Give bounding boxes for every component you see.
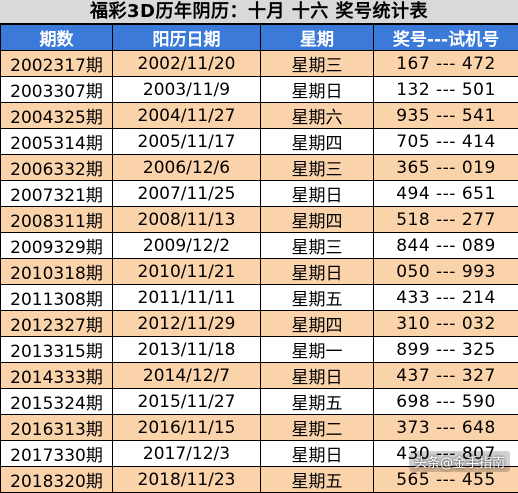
- cell-date: 2011/11/11: [113, 285, 261, 311]
- cell-date: 2004/11/27: [113, 103, 261, 129]
- header-weekday: 星期: [261, 25, 374, 51]
- cell-numbers: 373 --- 648: [374, 415, 518, 441]
- cell-issue: 2008311期: [1, 207, 113, 233]
- cell-numbers: 844 --- 089: [374, 233, 518, 259]
- cell-numbers: 167 --- 472: [374, 51, 518, 77]
- cell-weekday: 星期六: [261, 103, 374, 129]
- cell-date: 2013/11/18: [113, 337, 261, 363]
- cell-date: 2005/11/17: [113, 129, 261, 155]
- table-title: 福彩3D历年阴历：十月 十六 奖号统计表: [0, 0, 518, 24]
- cell-issue: 2013315期: [1, 337, 113, 363]
- cell-date: 2003/11/9: [113, 77, 261, 103]
- cell-issue: 2004325期: [1, 103, 113, 129]
- cell-weekday: 星期日: [261, 363, 374, 389]
- cell-date: 2007/11/25: [113, 181, 261, 207]
- cell-date: 2002/11/20: [113, 51, 261, 77]
- cell-date: 2018/11/23: [113, 467, 261, 493]
- cell-issue: 2007321期: [1, 181, 113, 207]
- cell-issue: 2018320期: [1, 467, 113, 493]
- cell-numbers: 437 --- 327: [374, 363, 518, 389]
- cell-issue: 2012327期: [1, 311, 113, 337]
- cell-numbers: 050 --- 993: [374, 259, 518, 285]
- cell-issue: 2009329期: [1, 233, 113, 259]
- cell-weekday: 星期日: [261, 77, 374, 103]
- cell-weekday: 星期日: [261, 441, 374, 467]
- cell-date: 2008/11/13: [113, 207, 261, 233]
- cell-numbers: 705 --- 414: [374, 129, 518, 155]
- cell-weekday: 星期三: [261, 155, 374, 181]
- cell-numbers: 518 --- 277: [374, 207, 518, 233]
- cell-weekday: 星期三: [261, 51, 374, 77]
- header-numbers: 奖号---试机号: [374, 25, 518, 51]
- cell-weekday: 星期日: [261, 259, 374, 285]
- cell-date: 2015/11/27: [113, 389, 261, 415]
- cell-date: 2010/11/21: [113, 259, 261, 285]
- header-date: 阳历日期: [113, 25, 261, 51]
- cell-numbers: 899 --- 325: [374, 337, 518, 363]
- cell-weekday: 星期五: [261, 389, 374, 415]
- cell-date: 2016/11/15: [113, 415, 261, 441]
- cell-numbers: 935 --- 541: [374, 103, 518, 129]
- lottery-sheet: 福彩3D历年阴历：十月 十六 奖号统计表 期数 阳历日期 星期 奖号---试机号…: [0, 0, 518, 476]
- cell-numbers: 433 --- 214: [374, 285, 518, 311]
- cell-weekday: 星期一: [261, 337, 374, 363]
- cell-issue: 2002317期: [1, 51, 113, 77]
- cell-date: 2009/12/2: [113, 233, 261, 259]
- cell-issue: 2016313期: [1, 415, 113, 441]
- cell-weekday: 星期四: [261, 311, 374, 337]
- cell-numbers: 310 --- 032: [374, 311, 518, 337]
- cell-weekday: 星期日: [261, 181, 374, 207]
- cell-date: 2012/11/29: [113, 311, 261, 337]
- cell-issue: 2003307期: [1, 77, 113, 103]
- cell-numbers: 494 --- 651: [374, 181, 518, 207]
- header-issue: 期数: [1, 25, 113, 51]
- cell-weekday: 星期五: [261, 467, 374, 493]
- cell-issue: 2017330期: [1, 441, 113, 467]
- cell-date: 2006/12/6: [113, 155, 261, 181]
- cell-issue: 2005314期: [1, 129, 113, 155]
- cell-numbers: 698 --- 590: [374, 389, 518, 415]
- cell-issue: 2010318期: [1, 259, 113, 285]
- cell-issue: 2015324期: [1, 389, 113, 415]
- cell-date: 2014/12/7: [113, 363, 261, 389]
- cell-issue: 2006332期: [1, 155, 113, 181]
- cell-numbers: 132 --- 501: [374, 77, 518, 103]
- cell-numbers: 365 --- 019: [374, 155, 518, 181]
- header-row: 期数 阳历日期 星期 奖号---试机号: [1, 25, 518, 51]
- cell-issue: 2011308期: [1, 285, 113, 311]
- cell-weekday: 星期四: [261, 207, 374, 233]
- cell-date: 2017/12/3: [113, 441, 261, 467]
- cell-weekday: 星期四: [261, 129, 374, 155]
- watermark: 头条@金手指南: [409, 451, 510, 472]
- cell-weekday: 星期五: [261, 285, 374, 311]
- cell-weekday: 星期二: [261, 415, 374, 441]
- cell-issue: 2014333期: [1, 363, 113, 389]
- cell-weekday: 星期三: [261, 233, 374, 259]
